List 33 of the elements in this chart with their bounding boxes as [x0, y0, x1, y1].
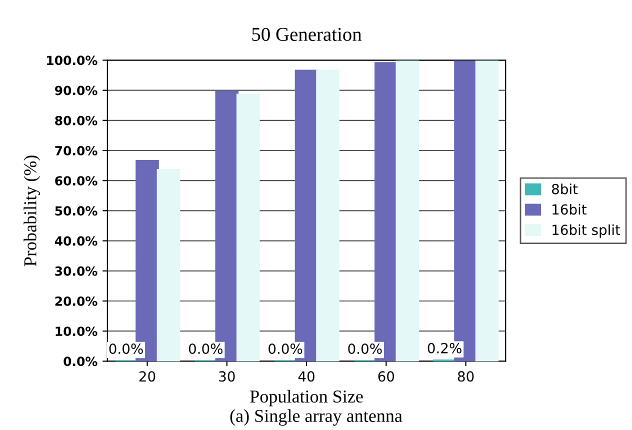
legend-label: 8bit — [552, 184, 578, 194]
data-label: 0.2% — [428, 342, 462, 354]
y-tick-label: 80.0% — [55, 116, 98, 126]
y-tick-label: 40.0% — [54, 236, 98, 246]
y-tick-label: 0.0% — [64, 356, 98, 366]
y-tick-label: 90.0% — [55, 86, 98, 96]
data-label: 0.0% — [268, 343, 302, 354]
y-tick-label: 100.0% — [47, 56, 98, 66]
y-tick-label: 60.0% — [55, 176, 98, 186]
x-tick-label: 60 — [378, 371, 394, 382]
y-tick-label: 70.0% — [55, 146, 98, 156]
data-label: 0.0% — [188, 343, 223, 354]
bar — [236, 94, 260, 362]
bar — [475, 60, 499, 362]
data-label: 0.0% — [348, 343, 382, 354]
bar — [396, 60, 420, 362]
y-tick-label: 20.0% — [55, 296, 98, 306]
legend-label: 16bit split — [552, 224, 620, 238]
y-axis-title: Probability (%) — [24, 156, 40, 266]
bar — [156, 169, 180, 362]
text: (a) Single array antenna — [230, 409, 402, 426]
legend-label: 16bit — [552, 204, 587, 215]
x-axis-title: Population Size — [250, 390, 363, 406]
y-tick-label: 30.0% — [55, 266, 98, 276]
x-tick-label: 30 — [219, 371, 235, 382]
data-label: 0.0% — [109, 343, 143, 354]
x-tick-label: 40 — [298, 371, 314, 382]
x-tick-label: 20 — [139, 371, 156, 382]
y-tick-label: 10.0% — [56, 326, 98, 336]
y-tick-label: 50.0% — [55, 206, 98, 216]
chart-title: 50 Generation — [252, 28, 362, 41]
x-tick-label: 80 — [458, 371, 474, 382]
bar — [316, 70, 340, 362]
